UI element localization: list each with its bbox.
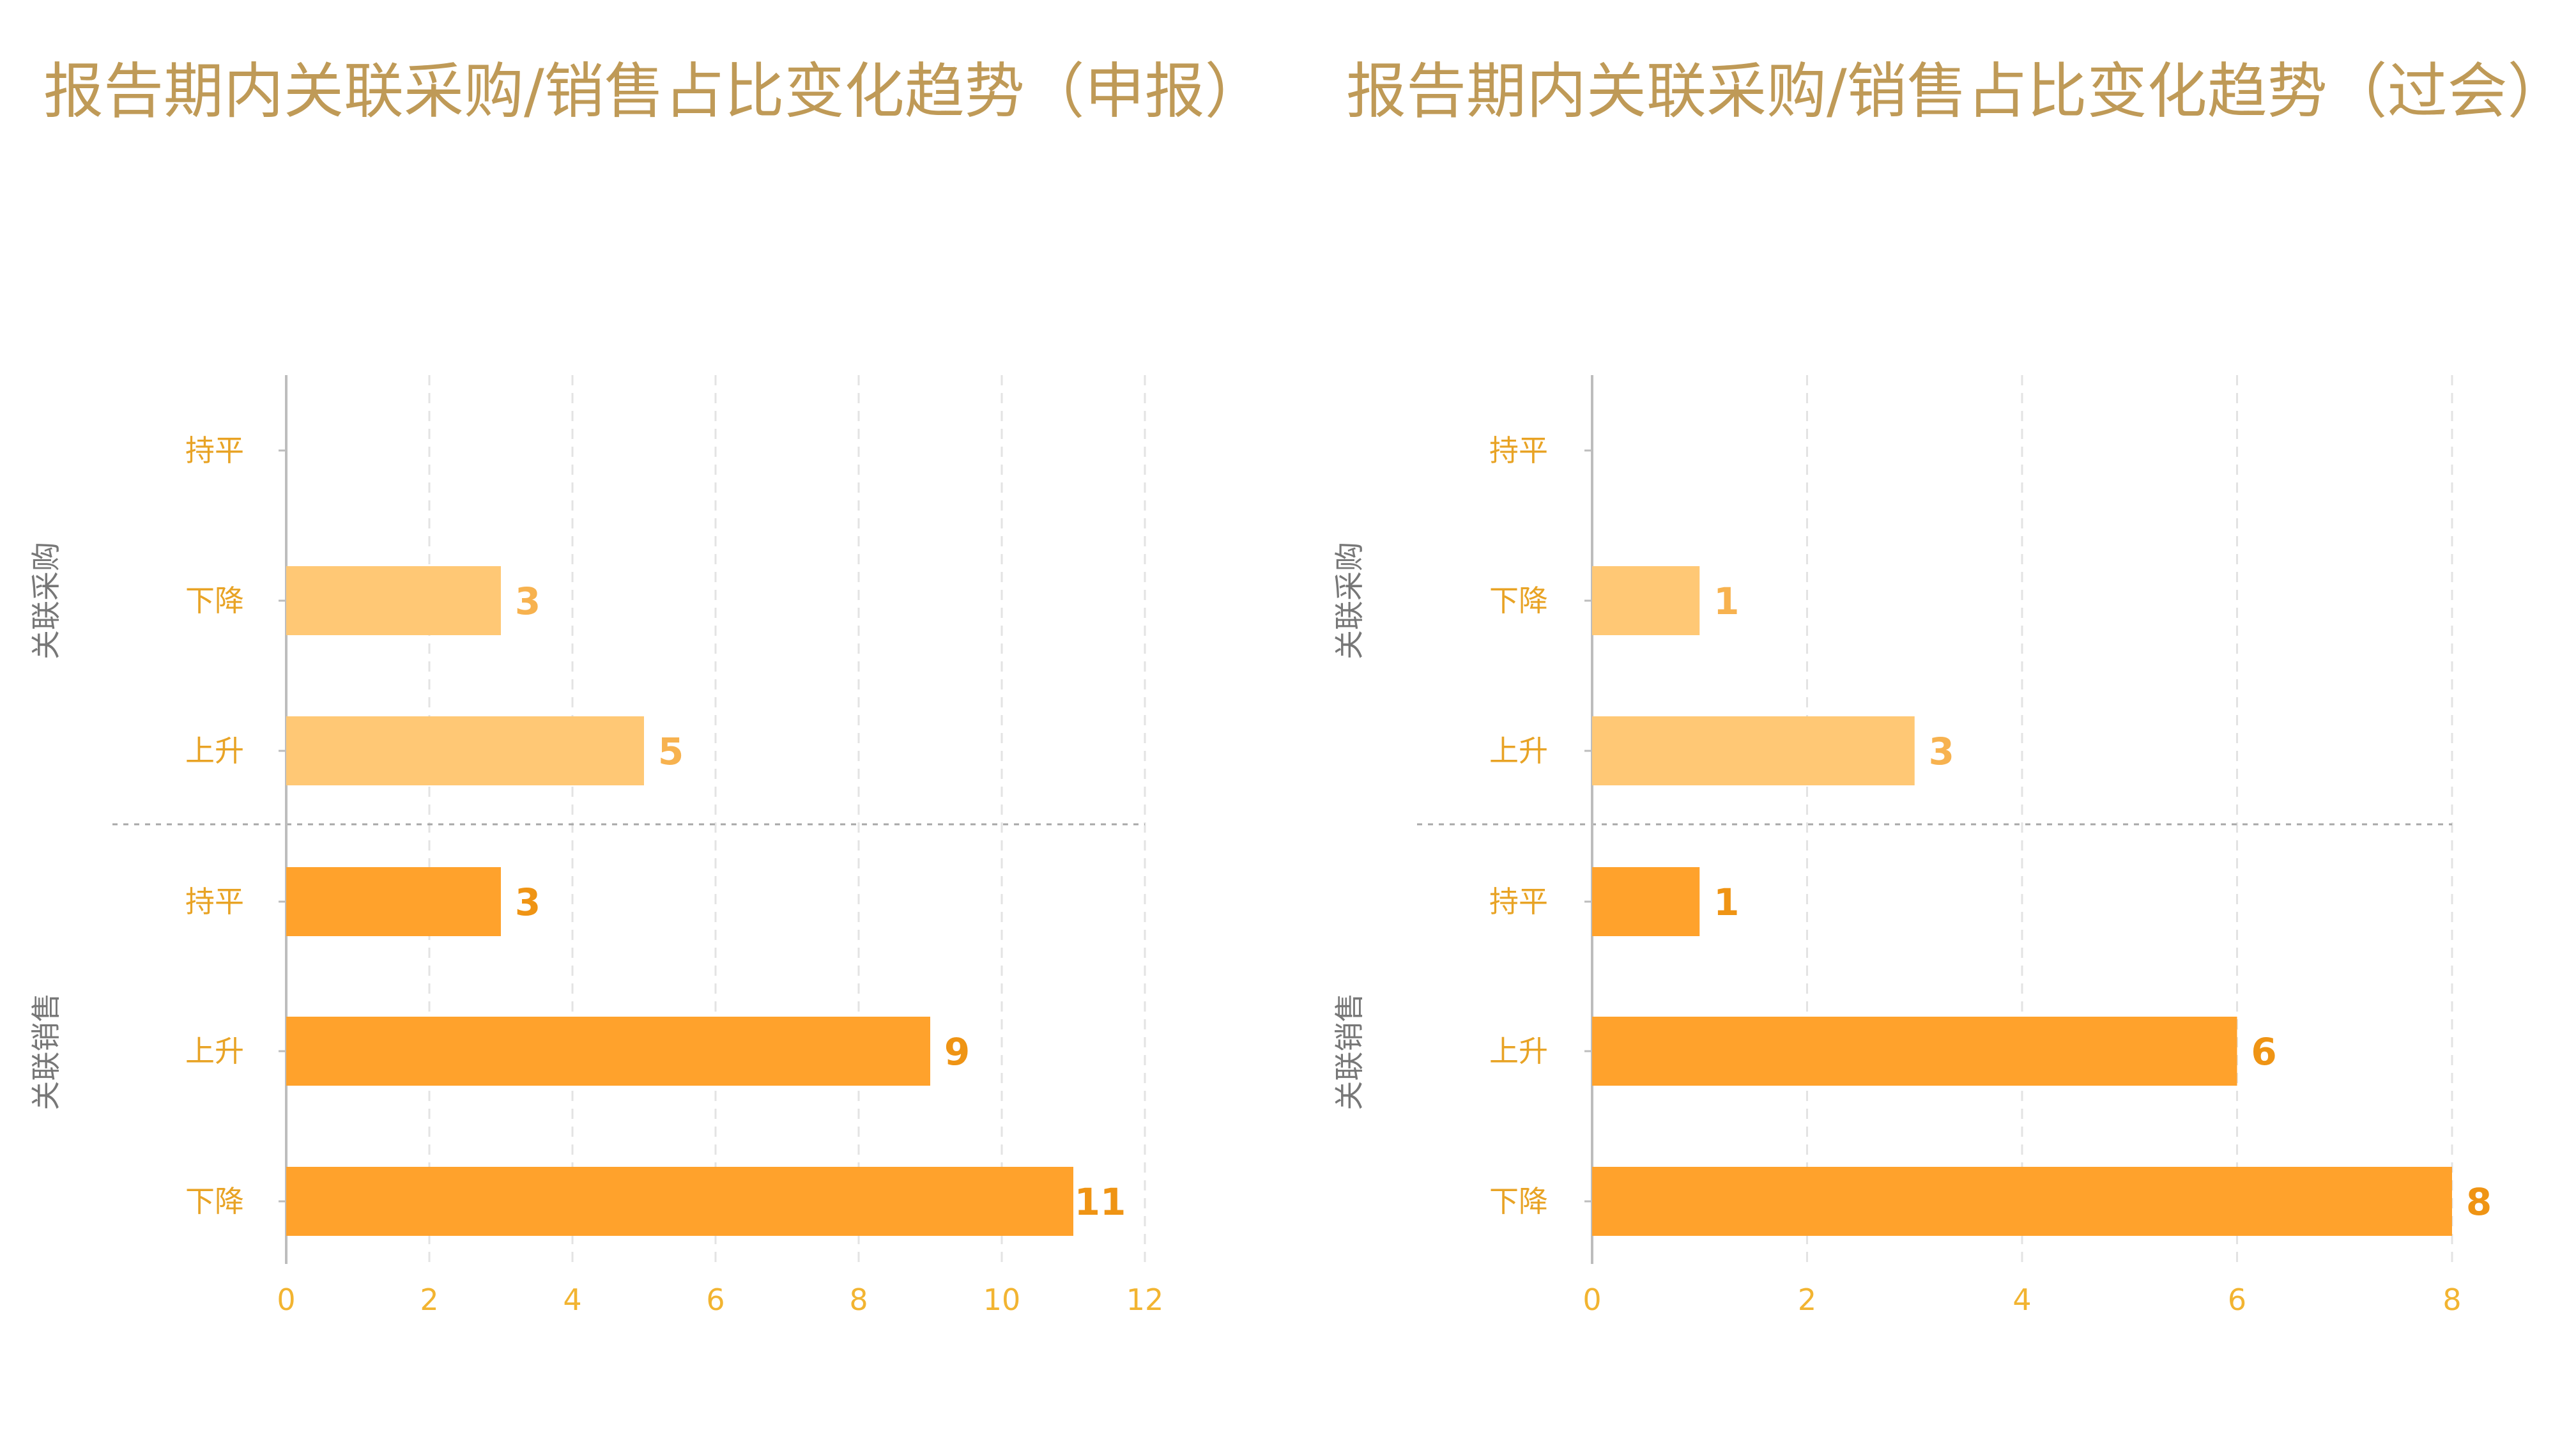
bar (1592, 1017, 2237, 1086)
category-label: 上升 (1489, 1034, 1548, 1068)
bar (1592, 867, 1700, 936)
data-label: 1 (1713, 580, 1739, 623)
bar (1592, 1167, 2452, 1236)
x-tick-label: 0 (277, 1282, 295, 1317)
chart-title: 报告期内关联采购/销售占比变化趋势（过会） (1346, 57, 2568, 127)
group-label: 关联采购 (1332, 542, 1367, 659)
group-label: 关联销售 (1332, 993, 1367, 1111)
category-label: 持平 (185, 433, 244, 468)
data-label: 5 (658, 730, 684, 773)
category-label: 上升 (185, 1034, 244, 1068)
bar (1592, 716, 1915, 785)
data-label: 6 (2251, 1030, 2276, 1074)
x-tick-label: 8 (849, 1282, 868, 1317)
x-tick-label: 8 (2442, 1282, 2461, 1317)
bar (286, 1167, 1073, 1236)
x-tick-label: 10 (983, 1282, 1021, 1317)
data-label: 1 (1713, 881, 1739, 924)
data-label: 3 (515, 580, 540, 623)
data-label: 3 (515, 881, 540, 924)
category-label: 下降 (185, 1184, 244, 1219)
category-label: 持平 (1489, 884, 1548, 919)
x-tick-label: 2 (1798, 1282, 1816, 1317)
x-tick-label: 6 (2228, 1282, 2246, 1317)
category-label: 下降 (1489, 1184, 1548, 1219)
x-tick-label: 4 (563, 1282, 581, 1317)
category-label: 持平 (185, 884, 244, 919)
x-tick-label: 0 (1583, 1282, 1601, 1317)
data-label: 3 (1929, 730, 1954, 773)
group-label: 关联采购 (29, 542, 63, 659)
chart-title: 报告期内关联采购/销售占比变化趋势（申报） (43, 57, 1265, 127)
x-tick-label: 2 (420, 1282, 438, 1317)
x-tick-label: 6 (706, 1282, 724, 1317)
bar (286, 867, 501, 936)
category-label: 上升 (185, 734, 244, 768)
group-label: 关联销售 (29, 993, 63, 1111)
data-label: 11 (1075, 1180, 1126, 1224)
category-label: 下降 (1489, 583, 1548, 618)
bar (286, 716, 644, 785)
x-tick-label: 4 (2012, 1282, 2031, 1317)
x-tick-label: 12 (1126, 1282, 1164, 1317)
bar (1592, 566, 1700, 635)
category-label: 持平 (1489, 433, 1548, 468)
data-label: 9 (944, 1030, 970, 1074)
data-label: 8 (2466, 1180, 2492, 1224)
category-label: 下降 (185, 583, 244, 618)
bar (286, 566, 501, 635)
bar (286, 1017, 930, 1086)
category-label: 上升 (1489, 734, 1548, 768)
